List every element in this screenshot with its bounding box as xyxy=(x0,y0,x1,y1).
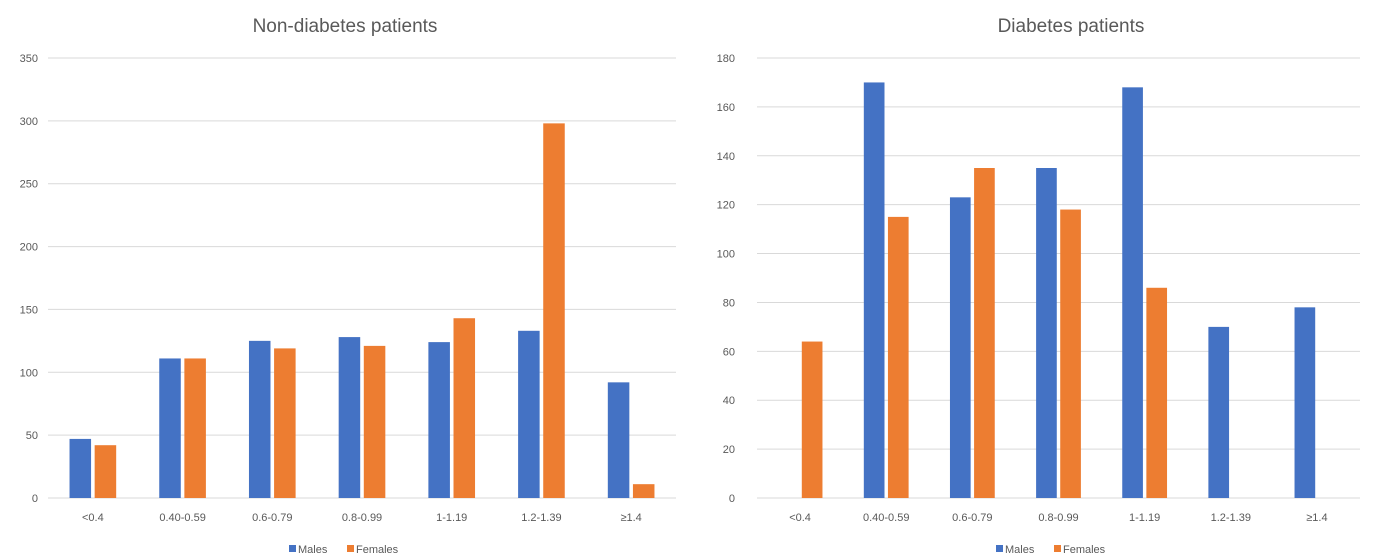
y-tick-label: 20 xyxy=(723,444,735,456)
bar-males-6 xyxy=(1294,307,1316,498)
y-tick-label: 100 xyxy=(717,249,735,261)
legend-label-males: Males xyxy=(298,544,328,556)
bar-females-0 xyxy=(94,445,117,498)
bar-males-0 xyxy=(69,438,92,498)
y-tick-label: 140 xyxy=(717,151,735,163)
chart-svg-non-diabetes: Non-diabetes patients 0 50 100 150 200 250 300… xyxy=(20,16,676,556)
x-category-label: 0.6-0.79 xyxy=(252,512,292,524)
bar-females-0 xyxy=(801,341,823,498)
legend: Males Females xyxy=(289,544,399,556)
x-category-label: ≥1.4 xyxy=(620,512,641,524)
x-category-label: 1.2-1.39 xyxy=(521,512,561,524)
bar-females-3 xyxy=(363,345,386,498)
y-tick-label: 200 xyxy=(20,242,38,254)
bar-males-5 xyxy=(1208,326,1230,498)
bar-males-5 xyxy=(518,330,540,498)
bar-females-1 xyxy=(887,216,909,498)
chart-diabetes: Diabetes patients 0 20 40 60 80 100 120 140 160 1… xyxy=(690,0,1381,557)
y-tick-label: 40 xyxy=(723,395,735,407)
bar-females-3 xyxy=(1060,209,1081,499)
y-tick-label: 250 xyxy=(20,179,38,191)
bar-females-2 xyxy=(274,348,296,498)
legend-swatch-males xyxy=(289,545,296,552)
bar-males-1 xyxy=(159,358,181,498)
legend-label-males: Males xyxy=(1005,544,1035,556)
bar-males-2 xyxy=(248,340,271,498)
y-tick-label: 100 xyxy=(20,367,38,379)
bar-females-2 xyxy=(974,168,995,498)
legend-label-females: Females xyxy=(356,544,399,556)
y-tick-label: 50 xyxy=(26,430,38,442)
legend-swatch-females xyxy=(347,545,354,552)
bar-males-3 xyxy=(338,337,361,498)
x-category-label: <0.4 xyxy=(82,512,104,524)
legend-label-females: Females xyxy=(1063,544,1106,556)
x-category-label: 1-1.19 xyxy=(436,512,467,524)
chart-svg-diabetes: Diabetes patients 0 20 40 60 80 100 120 140 160 1… xyxy=(717,16,1360,556)
y-tick-label: 80 xyxy=(723,297,735,309)
bar-males-6 xyxy=(607,382,630,498)
chart-title: Diabetes patients xyxy=(998,16,1145,37)
bar-females-4 xyxy=(1146,287,1168,498)
bar-females-4 xyxy=(453,318,476,498)
bar-males-1 xyxy=(863,82,885,498)
x-category-label: 0.8-0.99 xyxy=(1038,512,1078,524)
legend-swatch-males xyxy=(996,545,1003,552)
y-tick-label: 120 xyxy=(717,200,735,212)
bar-males-3 xyxy=(1036,168,1057,498)
legend-swatch-females xyxy=(1054,545,1061,552)
x-category-label: 0.40-0.59 xyxy=(159,512,205,524)
x-category-label: ≥1.4 xyxy=(1306,512,1327,524)
bar-males-4 xyxy=(1122,87,1143,498)
chart-non-diabetes: Non-diabetes patients 0 50 100 150 200 250 300… xyxy=(0,0,690,557)
x-category-label: 1-1.19 xyxy=(1129,512,1160,524)
y-tick-label: 60 xyxy=(723,346,735,358)
y-tick-label: 0 xyxy=(32,493,38,505)
x-category-label: <0.4 xyxy=(789,512,811,524)
chart-title: Non-diabetes patients xyxy=(253,16,438,37)
y-tick-label: 150 xyxy=(20,304,38,316)
y-tick-label: 180 xyxy=(717,53,735,65)
x-category-label: 0.6-0.79 xyxy=(952,512,992,524)
x-category-label: 0.8-0.99 xyxy=(342,512,382,524)
y-tick-label: 0 xyxy=(729,493,735,505)
legend: Males Females xyxy=(996,544,1106,556)
bar-females-5 xyxy=(543,123,565,498)
bar-males-4 xyxy=(428,342,450,498)
bar-males-2 xyxy=(949,197,971,499)
x-category-label: 0.40-0.59 xyxy=(863,512,909,524)
bar-females-1 xyxy=(184,358,206,498)
y-tick-label: 160 xyxy=(717,102,735,114)
x-category-label: 1.2-1.39 xyxy=(1211,512,1251,524)
y-tick-label: 300 xyxy=(20,116,38,128)
bar-females-6 xyxy=(632,484,655,498)
y-tick-label: 350 xyxy=(20,53,38,65)
